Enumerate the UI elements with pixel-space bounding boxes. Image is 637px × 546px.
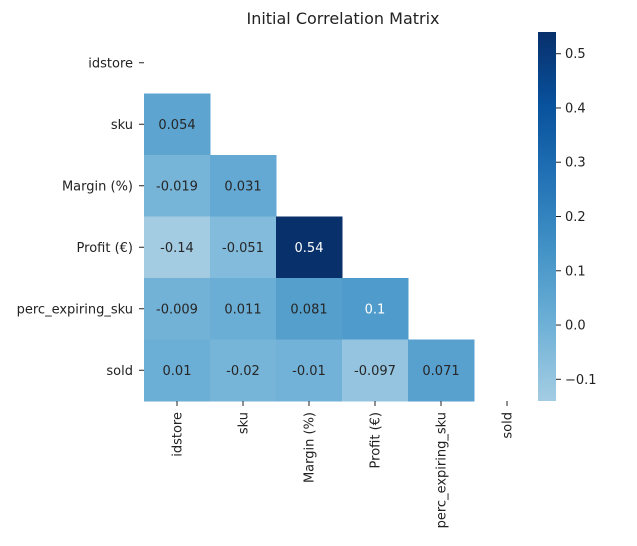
cell-sold-margin [276,339,343,402]
cell-profit-margin [276,216,343,279]
colorbar-tick-label: 0.0 [565,319,586,334]
cell-value-label: -0.019 [156,179,198,194]
cell-perc-expiring-sku-idstore [144,278,211,340]
colorbar-tick-label: 0.3 [565,156,586,171]
colorbar-tick-label: 0.1 [565,264,586,279]
colorbar-tick-label: 0.4 [565,101,586,116]
y-label-sold: sold [106,364,133,379]
cell-value-label: 0.071 [422,364,459,379]
y-label-sku: sku [111,118,133,133]
x-label-sku: sku [237,412,252,434]
cell-perc-expiring-sku-profit [342,278,409,340]
x-label-sold: sold [501,412,516,439]
cell-margin-idstore [144,155,211,217]
y-label-profit: Profit (€) [77,241,133,256]
cell-value-label: 0.1 [365,302,386,317]
cell-profit-sku [210,216,277,279]
colorbar-tick-label: −0.1 [565,373,597,388]
colorbar: 0.5 0.4 0.3 0.2 0.1 0.0 −0.1 [538,32,597,401]
cell-margin-sku [210,155,277,217]
y-label-margin: Margin (%) [62,179,133,194]
cell-sku-idstore [144,93,211,156]
cell-value-label: -0.051 [222,241,264,256]
colorbar-tick-label: 0.5 [565,47,586,62]
cell-value-label: 0.011 [224,302,261,317]
cell-value-label: 0.54 [295,241,324,256]
cell-sold-profit [342,339,409,402]
x-label-margin: Margin (%) [303,412,318,483]
x-label-profit: Profit (€) [369,412,384,468]
cell-perc-expiring-sku-sku [210,278,277,340]
cell-value-label: -0.02 [226,364,260,379]
x-label-perc-expiring-sku: perc_expiring_sku [435,412,450,528]
cell-value-label: 0.01 [163,364,192,379]
cell-value-label: 0.081 [290,302,327,317]
cell-value-label: -0.009 [156,302,198,317]
y-axis-labels: idstore sku Margin (%) Profit (€) perc_expir… [17,56,144,379]
cell-profit-idstore [144,216,211,279]
x-label-idstore: idstore [171,412,186,457]
colorbar-tick-label: 0.2 [565,210,586,225]
colorbar-gradient [538,32,556,401]
cell-value-label: 0.031 [224,179,261,194]
y-label-idstore: idstore [88,56,133,71]
cell-sold-idstore [144,339,211,402]
heatmap-cells: 0.054 -0.019 0.031 -0.14 -0.051 0.54 -0.009 0.0… [144,93,475,402]
cell-sold-sku [210,339,277,402]
cell-perc-expiring-sku-margin [276,278,343,340]
x-axis-labels: idstore sku Margin (%) Profit (€) perc_expir… [171,401,516,528]
cell-value-label: -0.01 [292,364,326,379]
y-label-perc-expiring-sku: perc_expiring_sku [17,302,133,317]
cell-value-label: -0.097 [354,364,396,379]
chart-title: Initial Correlation Matrix [246,9,439,28]
cell-value-label: -0.14 [160,241,194,256]
cell-sold-perc-expiring-sku [408,339,475,402]
cell-value-label: 0.054 [158,118,195,133]
